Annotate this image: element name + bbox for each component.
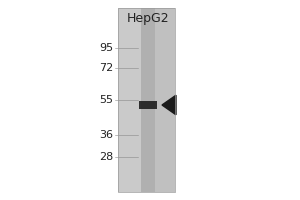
Text: 95: 95	[99, 43, 113, 53]
Bar	[141, 8, 155, 192]
Bar	[118, 8, 141, 192]
Text: 72: 72	[99, 63, 113, 73]
Bar	[118, 8, 175, 192]
Text: HepG2: HepG2	[127, 12, 169, 25]
Bar	[118, 8, 175, 192]
Text: 28: 28	[99, 152, 113, 162]
Text: 55: 55	[99, 95, 113, 105]
Bar	[139, 101, 157, 109]
Text: 36: 36	[99, 130, 113, 140]
Polygon shape	[162, 95, 176, 115]
